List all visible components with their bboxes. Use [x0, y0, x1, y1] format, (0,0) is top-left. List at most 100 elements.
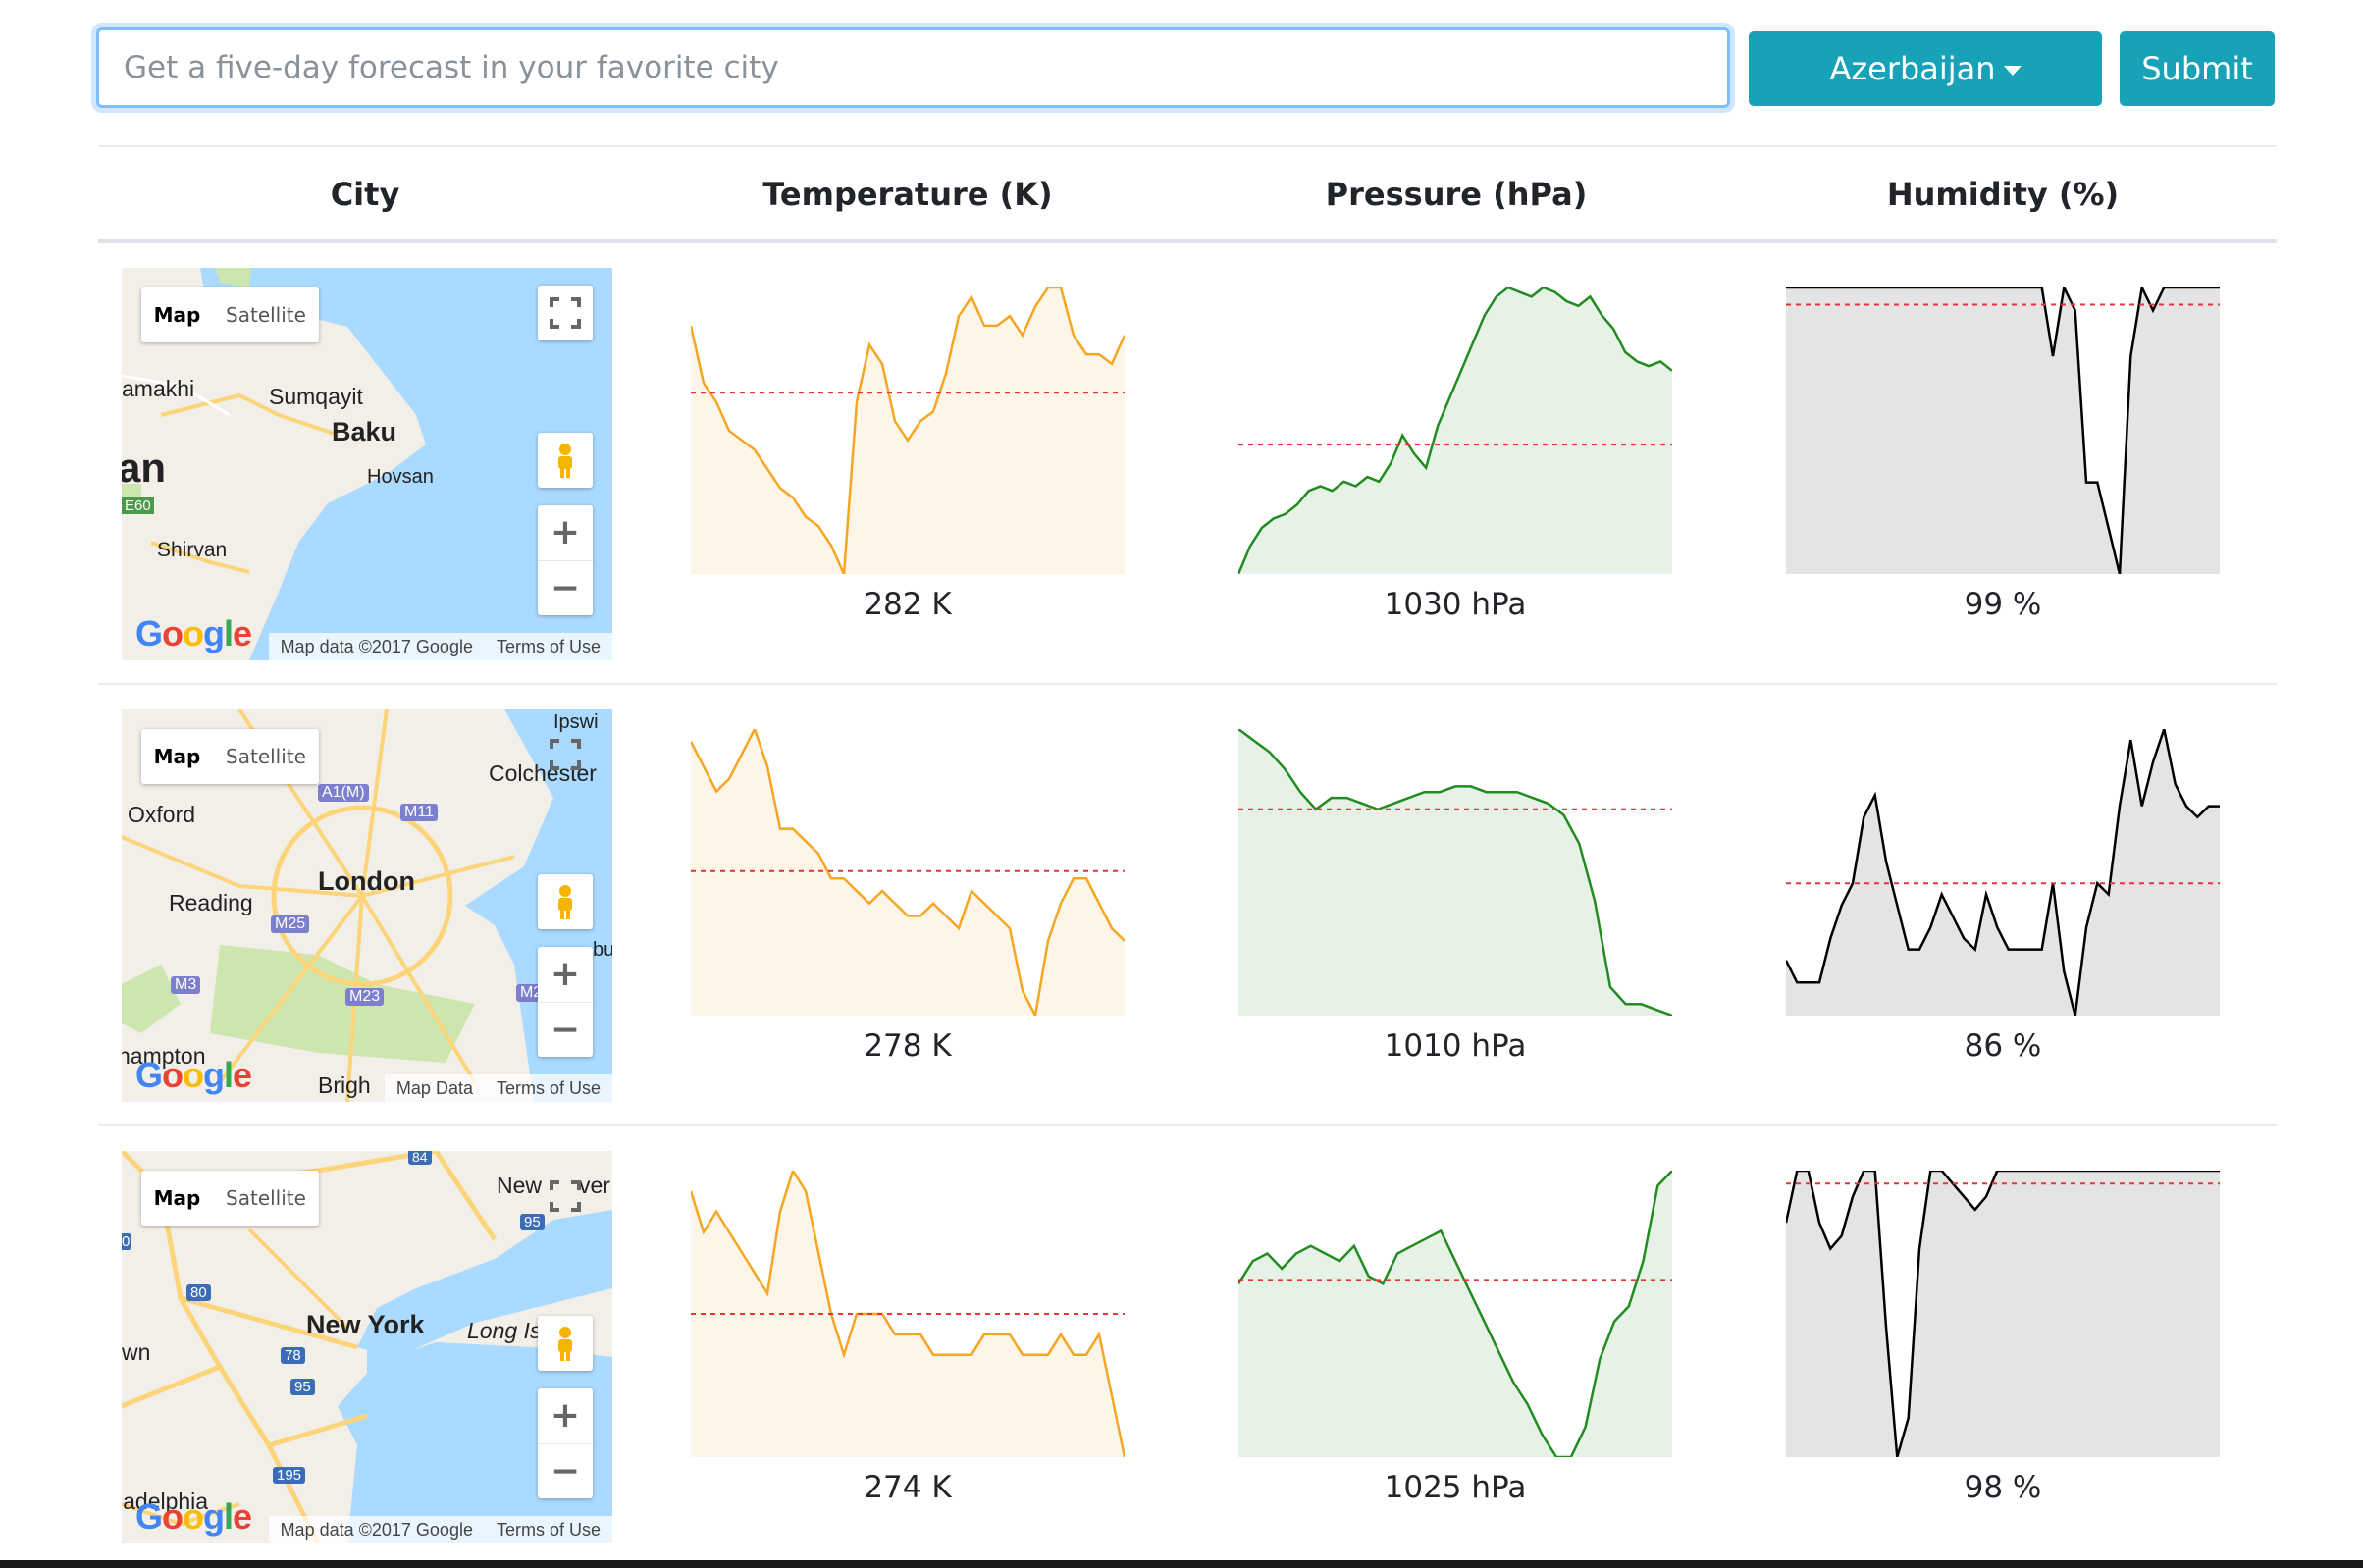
sparkline-area	[691, 287, 1125, 574]
map-place-label: Brigh	[318, 1072, 371, 1098]
zoom-in-button[interactable]: +	[538, 1388, 593, 1444]
map-road-label: 195	[273, 1467, 306, 1484]
map-attribution: Map Data Terms of Use	[384, 1074, 612, 1102]
sparkline-line	[1238, 729, 1672, 1016]
pegman-icon[interactable]	[538, 433, 593, 488]
map-data-credit: Map Data	[395, 1077, 473, 1098]
map-place-label: Sumqayit	[269, 384, 363, 409]
map-place-label: ver	[579, 1173, 610, 1198]
map-attribution: Map data ©2017 Google Terms of Use	[268, 633, 612, 660]
map-road-label: 95	[520, 1214, 545, 1230]
pressure-value: 1025 hPa	[1384, 1470, 1527, 1505]
pressure-sparkline	[1238, 729, 1672, 1016]
pegman-icon[interactable]	[538, 874, 593, 929]
zoom-out-button[interactable]: −	[550, 1009, 581, 1050]
fullscreen-icon[interactable]	[538, 1169, 593, 1224]
city-map[interactable]: 84 New ver 95 80 New York Long Is 78 95 …	[122, 1151, 612, 1543]
temperature-sparkline	[691, 729, 1125, 1016]
sparkline-area	[691, 729, 1125, 1016]
fullscreen-icon[interactable]	[538, 286, 593, 340]
sparkline-line	[1238, 1171, 1672, 1457]
city-search-input[interactable]	[96, 27, 1730, 108]
google-logo: Google	[135, 1496, 252, 1537]
sparkline-area	[1786, 729, 2220, 1016]
map-type-map-button[interactable]: Map	[153, 1186, 201, 1210]
map-type-control: Map Satellite	[141, 729, 319, 784]
map-attribution: Map data ©2017 Google Terms of Use	[268, 1516, 612, 1543]
map-place-label: bu	[593, 939, 612, 961]
submit-button[interactable]: Submit	[2120, 31, 2275, 106]
map-type-satellite-button[interactable]: Satellite	[226, 303, 306, 327]
table-row: amakhi Sumqayit Baku Hovsan an E60 Shirv…	[98, 243, 2277, 685]
humidity-value: 86 %	[1964, 1028, 2042, 1064]
map-road-label: M23	[345, 988, 385, 1006]
zoom-out-button[interactable]: −	[550, 567, 581, 608]
sparkline-line	[1238, 287, 1672, 574]
map-place-label: Baku	[332, 417, 397, 446]
map-type-map-button[interactable]: Map	[153, 303, 201, 327]
zoom-in-button[interactable]: +	[538, 505, 593, 561]
forecast-table: City Temperature (K) Pressure (hPa) Humi…	[98, 145, 2277, 1568]
map-road-label: A1(M)	[318, 784, 369, 802]
zoom-in-button[interactable]: +	[538, 947, 593, 1003]
map-road-label: 95	[290, 1379, 315, 1395]
pressure-sparkline	[1238, 287, 1672, 574]
pressure-sparkline	[1238, 1171, 1672, 1457]
country-dropdown-button[interactable]: Azerbaijan	[1749, 31, 2102, 106]
map-tiles	[122, 268, 426, 660]
map-place-label: London	[318, 866, 415, 896]
humidity-value: 99 %	[1964, 587, 2042, 622]
map-type-satellite-button[interactable]: Satellite	[226, 1186, 306, 1210]
country-dropdown-label: Azerbaijan	[1829, 50, 1996, 87]
header-temperature: Temperature (K)	[762, 176, 1053, 213]
zoom-out-button[interactable]: −	[550, 1450, 581, 1491]
temperature-value: 282 K	[864, 587, 952, 622]
zoom-control: + −	[538, 505, 593, 615]
sparkline-line	[691, 729, 1125, 1016]
zoom-control: + −	[538, 1388, 593, 1498]
zoom-control: + −	[538, 947, 593, 1057]
map-road-label: 84	[408, 1151, 432, 1165]
fullscreen-icon[interactable]	[538, 727, 593, 782]
map-road-label: 80	[186, 1284, 211, 1301]
sparkline-line	[691, 1171, 1125, 1457]
map-place-label: Reading	[169, 890, 253, 915]
search-bar: Azerbaijan Submit	[96, 27, 2279, 108]
google-logo: Google	[135, 1055, 252, 1095]
sparkline-line	[691, 287, 1125, 574]
terms-of-use-link[interactable]: Terms of Use	[496, 636, 601, 656]
terms-of-use-link[interactable]: Terms of Use	[496, 1077, 601, 1098]
map-place-label: wn	[122, 1339, 151, 1365]
pegman-icon[interactable]	[538, 1316, 593, 1371]
sparkline-area	[1238, 1171, 1672, 1457]
temperature-sparkline	[691, 1171, 1125, 1457]
city-map[interactable]: Ipswi Colchester Oxford A1(M) M11 London…	[122, 709, 612, 1102]
sparkline-area	[1238, 729, 1672, 1016]
header-pressure: Pressure (hPa)	[1325, 176, 1588, 213]
map-type-satellite-button[interactable]: Satellite	[226, 745, 306, 768]
caret-down-icon	[2003, 66, 2022, 76]
header-humidity: Humidity (%)	[1886, 176, 2120, 213]
pressure-value: 1010 hPa	[1384, 1028, 1527, 1064]
map-type-map-button[interactable]: Map	[153, 745, 201, 768]
map-road-label: E60	[122, 497, 154, 514]
sparkline-area	[1786, 1171, 2220, 1457]
map-place-label: Oxford	[128, 802, 196, 827]
table-row: Ipswi Colchester Oxford A1(M) M11 London…	[98, 685, 2277, 1126]
sparkline-area	[691, 1171, 1125, 1457]
table-row: 84 New ver 95 80 New York Long Is 78 95 …	[98, 1126, 2277, 1568]
sparkline-line	[1786, 729, 2220, 1016]
sparkline-area	[1786, 287, 2220, 574]
map-place-label: Shirvan	[157, 539, 228, 561]
map-road-label: M3	[171, 976, 201, 994]
sparkline-area	[1238, 287, 1672, 574]
table-header: City Temperature (K) Pressure (hPa) Humi…	[98, 145, 2277, 243]
city-map[interactable]: amakhi Sumqayit Baku Hovsan an E60 Shirv…	[122, 268, 612, 660]
map-road-label: M25	[271, 915, 310, 933]
map-place-label: an	[122, 444, 167, 491]
map-place-label: ladelphia	[122, 1489, 209, 1514]
map-type-control: Map Satellite	[141, 287, 319, 342]
bottom-edge-bar	[0, 1560, 2363, 1568]
terms-of-use-link[interactable]: Terms of Use	[496, 1519, 601, 1540]
pressure-value: 1030 hPa	[1384, 587, 1527, 622]
